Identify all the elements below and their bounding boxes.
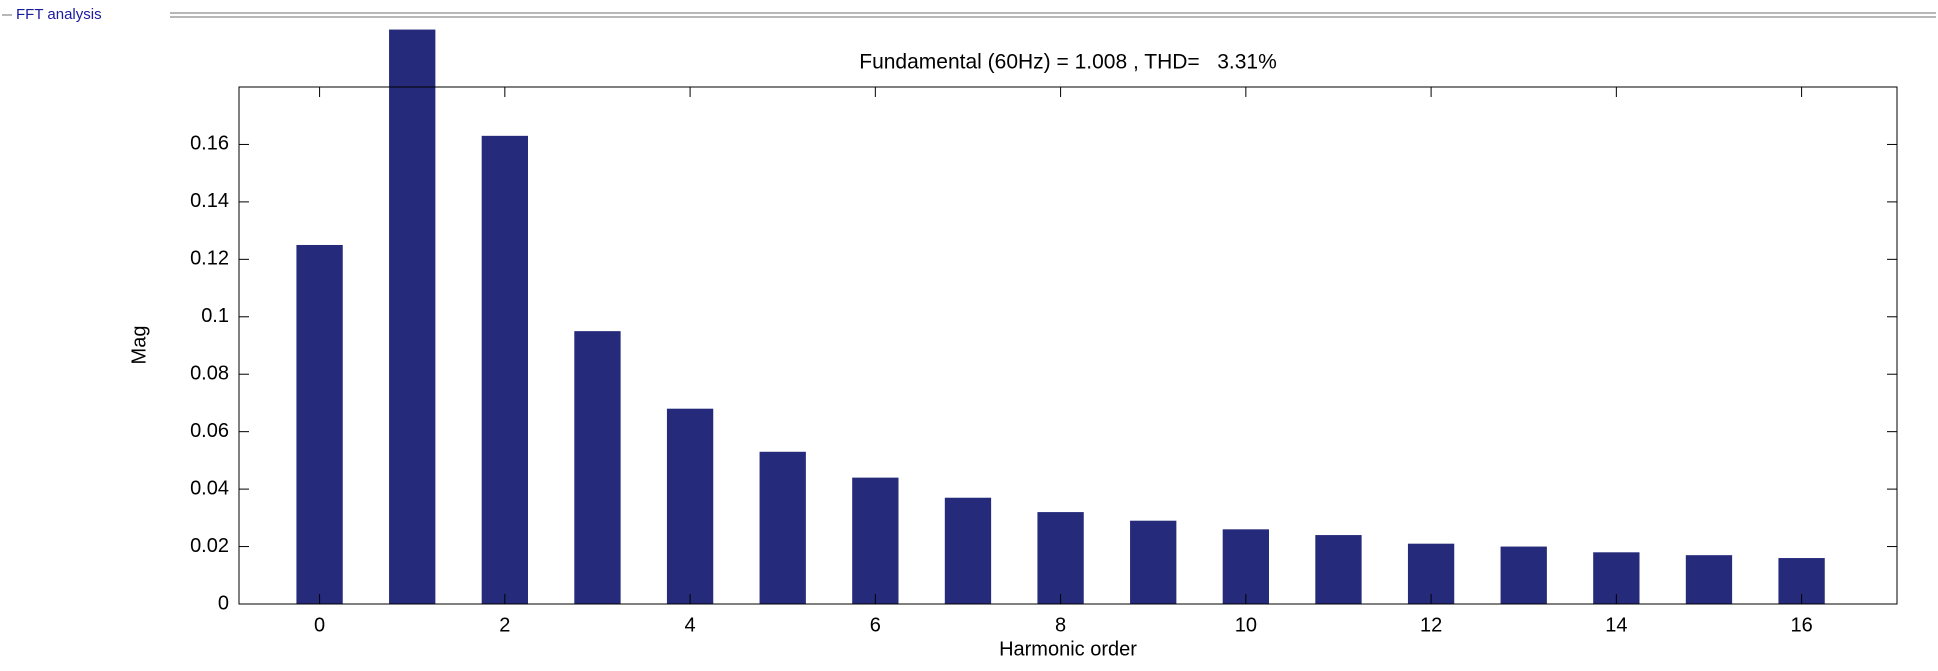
bar — [1130, 520, 1177, 604]
bar — [1037, 512, 1084, 604]
x-tick-label: 4 — [685, 614, 696, 636]
y-axis-label: Mag — [128, 326, 150, 365]
y-tick-label: 0.08 — [190, 363, 229, 385]
bar — [1222, 529, 1269, 604]
y-tick-label: 0.14 — [190, 190, 229, 212]
chart-title: Fundamental (60Hz) = 1.008 , THD= 3.31% — [859, 51, 1277, 74]
bar — [1685, 555, 1733, 604]
x-tick-label: 10 — [1235, 614, 1257, 636]
y-tick-label: 0.1 — [201, 305, 229, 327]
x-tick-label: 16 — [1790, 614, 1812, 636]
y-tick-label: 0.02 — [190, 535, 229, 557]
x-tick-label: 12 — [1420, 614, 1442, 636]
bar — [759, 451, 806, 604]
y-tick-label: 0.12 — [190, 248, 229, 270]
bar — [481, 135, 528, 605]
bar — [1500, 546, 1547, 604]
x-tick-label: 2 — [499, 614, 510, 636]
bar — [1407, 543, 1455, 604]
x-axis-label: Harmonic order — [999, 638, 1137, 660]
y-tick-label: 0.06 — [190, 420, 229, 442]
y-tick-label: 0 — [218, 592, 229, 614]
x-tick-label: 6 — [870, 614, 881, 636]
bar — [944, 497, 992, 604]
bar — [666, 408, 714, 604]
panel-label: FFT analysis — [16, 6, 102, 23]
y-tick-label: 0.16 — [190, 133, 229, 155]
bar — [574, 331, 621, 604]
x-tick-label: 14 — [1605, 614, 1627, 636]
x-tick-label: 8 — [1055, 614, 1066, 636]
bar — [1315, 535, 1362, 604]
y-tick-label: 0.04 — [190, 477, 229, 499]
x-tick-label: 0 — [314, 614, 325, 636]
bar — [296, 244, 343, 604]
bar — [852, 477, 899, 604]
axes-box — [238, 86, 1898, 605]
bar — [389, 29, 436, 605]
